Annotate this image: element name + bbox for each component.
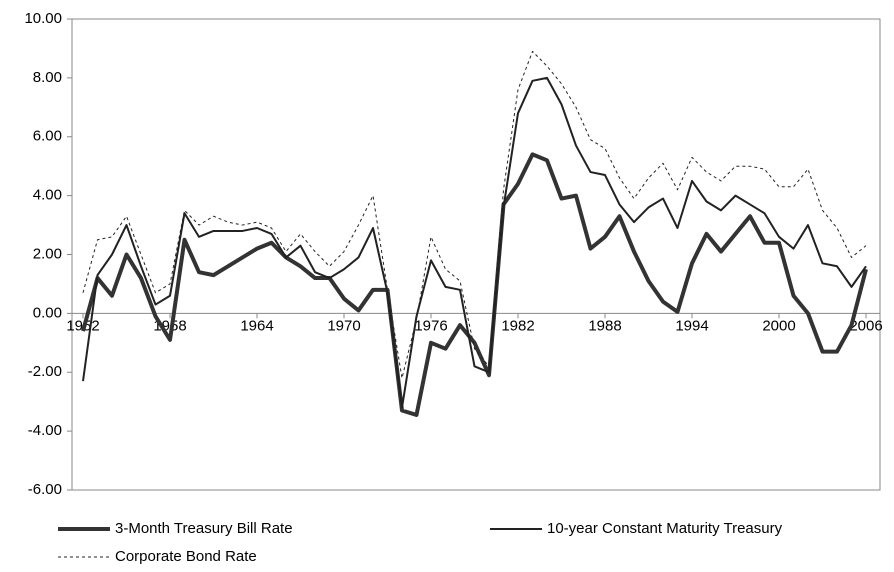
y-tick-label: 8.00 xyxy=(33,69,62,86)
series-line xyxy=(81,152,868,417)
series-line xyxy=(82,76,867,409)
x-tick-label: 1964 xyxy=(240,317,273,334)
y-tick-label: 2.00 xyxy=(33,245,62,262)
legend-label: 10-year Constant Maturity Treasury xyxy=(547,520,783,537)
y-tick-label: 4.00 xyxy=(33,187,62,204)
legend-label: Corporate Bond Rate xyxy=(115,548,257,565)
series-line xyxy=(82,50,867,379)
x-tick-label: 1976 xyxy=(414,317,447,334)
y-tick-label: 10.00 xyxy=(24,10,62,27)
x-tick-label: 1982 xyxy=(501,317,534,334)
y-tick-label: 0.00 xyxy=(33,304,62,321)
x-tick-label: 1988 xyxy=(588,317,621,334)
legend-label: 3-Month Treasury Bill Rate xyxy=(115,520,293,537)
y-tick-label: 6.00 xyxy=(33,128,62,145)
x-tick-label: 1994 xyxy=(675,317,708,334)
y-tick-label: -4.00 xyxy=(28,422,62,439)
y-tick-label: -6.00 xyxy=(28,481,62,498)
x-tick-label: 2000 xyxy=(762,317,795,334)
x-tick-label: 2006 xyxy=(849,317,882,334)
x-tick-label: 1970 xyxy=(327,317,360,334)
y-tick-label: -2.00 xyxy=(28,363,62,380)
